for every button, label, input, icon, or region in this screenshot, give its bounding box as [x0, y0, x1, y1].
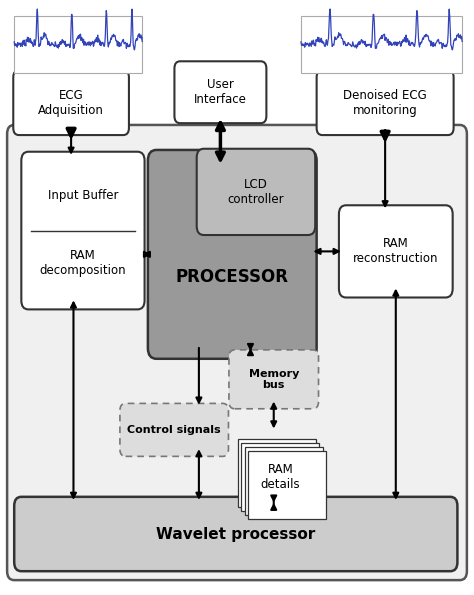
FancyBboxPatch shape: [7, 125, 467, 580]
FancyBboxPatch shape: [14, 497, 457, 571]
Text: RAM
details: RAM details: [261, 463, 300, 491]
FancyBboxPatch shape: [14, 17, 142, 73]
Text: Control signals: Control signals: [128, 425, 221, 435]
Text: Denoised ECG
monitoring: Denoised ECG monitoring: [343, 89, 427, 117]
FancyBboxPatch shape: [317, 70, 454, 135]
FancyBboxPatch shape: [229, 350, 319, 409]
Text: LCD
controller: LCD controller: [228, 178, 284, 206]
FancyBboxPatch shape: [241, 443, 319, 511]
FancyBboxPatch shape: [148, 150, 317, 359]
FancyBboxPatch shape: [197, 149, 315, 235]
FancyBboxPatch shape: [339, 205, 453, 298]
Text: Wavelet processor: Wavelet processor: [156, 527, 315, 541]
FancyBboxPatch shape: [13, 70, 129, 135]
Text: PROCESSOR: PROCESSOR: [176, 268, 289, 286]
FancyBboxPatch shape: [301, 17, 462, 73]
Text: Input Buffer: Input Buffer: [48, 189, 118, 202]
Text: ECG
Adquisition: ECG Adquisition: [38, 89, 104, 117]
FancyBboxPatch shape: [238, 439, 316, 507]
FancyBboxPatch shape: [120, 403, 228, 456]
Text: Memory
bus: Memory bus: [248, 368, 299, 390]
Text: User
Interface: User Interface: [194, 78, 247, 107]
FancyBboxPatch shape: [174, 61, 266, 123]
FancyBboxPatch shape: [21, 152, 145, 309]
Text: RAM
decomposition: RAM decomposition: [40, 249, 126, 277]
Text: RAM
reconstruction: RAM reconstruction: [353, 237, 438, 265]
FancyBboxPatch shape: [245, 447, 323, 515]
FancyBboxPatch shape: [248, 451, 326, 519]
